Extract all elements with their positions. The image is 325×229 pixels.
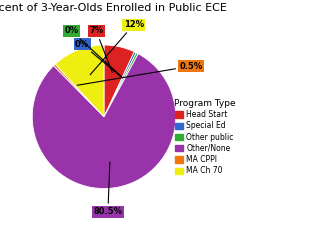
Text: 0%: 0% — [64, 27, 122, 77]
Text: 80.5%: 80.5% — [93, 162, 123, 216]
Text: 12%: 12% — [90, 20, 144, 75]
Legend: Head Start, Special Ed, Other public, Other/None, MA CPPI, MA Ch 70: Head Start, Special Ed, Other public, Ot… — [172, 97, 237, 177]
Text: 7%: 7% — [89, 27, 112, 72]
Text: 0%: 0% — [75, 40, 121, 76]
Wedge shape — [54, 64, 104, 117]
Wedge shape — [32, 54, 176, 188]
Wedge shape — [104, 53, 138, 117]
Title: Percent of 3-Year-Olds Enrolled in Public ECE: Percent of 3-Year-Olds Enrolled in Publi… — [0, 3, 227, 13]
Wedge shape — [55, 45, 104, 117]
Wedge shape — [104, 45, 134, 117]
Wedge shape — [104, 52, 136, 117]
Text: 0.5%: 0.5% — [77, 62, 203, 85]
